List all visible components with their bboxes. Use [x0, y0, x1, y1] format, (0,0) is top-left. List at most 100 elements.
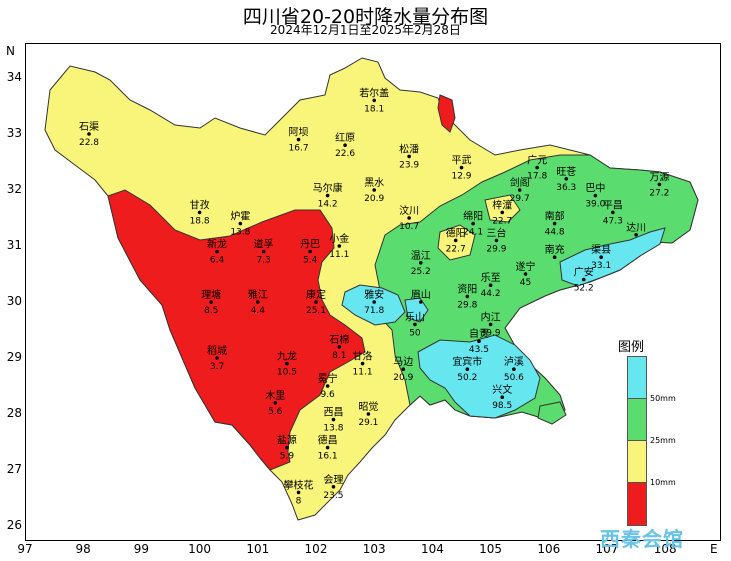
station: 松潘 23.9	[399, 142, 419, 170]
station: 自贡 43.5	[469, 327, 489, 355]
station: 遂宁 45	[516, 260, 536, 288]
station-value: 20.9	[393, 373, 413, 383]
station: 梓潼 22.7	[492, 198, 512, 226]
station-name: 会理	[323, 473, 343, 486]
station: 资阳 29.8	[457, 283, 477, 310]
station-dot	[465, 367, 470, 372]
lon-tick-label: 106	[537, 542, 561, 556]
lon-tick-label: 99	[133, 542, 150, 556]
station-value: 17.8	[527, 172, 547, 182]
station-value: 98.5	[492, 401, 512, 411]
station-dot	[418, 300, 423, 304]
station-name: 冕宁	[318, 372, 338, 385]
station: 九龙 10.5	[277, 350, 297, 378]
station: 红原 22.6	[335, 131, 355, 159]
station-dot	[494, 238, 499, 243]
station-dot	[564, 177, 569, 181]
station: 甘洛 11.1	[353, 350, 373, 378]
station-value: 5.4	[303, 256, 318, 266]
station: 石渠 22.8	[79, 121, 99, 148]
station: 冕宁 9.6	[318, 372, 338, 400]
station-value: 22.7	[492, 216, 512, 226]
station: 温江 25.2	[411, 250, 431, 277]
lat-tick-label: 28	[6, 406, 22, 420]
station-value: 39.9	[481, 328, 501, 338]
station-name: 红原	[335, 131, 355, 144]
station: 黑水 20.9	[364, 177, 384, 204]
station: 甘孜 18.8	[190, 198, 210, 226]
station: 炉霍 13.8	[230, 211, 250, 238]
station-value: 3.7	[210, 362, 224, 372]
station: 乐山 50	[405, 311, 425, 338]
station-name: 平昌	[603, 199, 623, 211]
station: 昭觉 29.1	[358, 401, 378, 428]
station-dot	[314, 300, 318, 304]
station-value: 22.7	[446, 244, 466, 254]
legend-label-25: 25mm	[650, 436, 676, 445]
station-name: 黑水	[364, 177, 384, 189]
station: 马尔康 14.2	[313, 182, 343, 210]
station-name: 炉霍	[230, 211, 250, 223]
station-value: 29.1	[358, 418, 378, 428]
station-value: 18.8	[190, 216, 210, 226]
lon-tick-label: 108	[653, 542, 677, 556]
station-dot	[360, 361, 365, 366]
station-dot	[285, 361, 289, 366]
station-name: 攀枝花	[284, 478, 314, 491]
station-value: 22.6	[335, 149, 355, 159]
station-dot	[634, 233, 638, 237]
station-name: 乐山	[405, 311, 425, 323]
station-value: 25.1	[306, 306, 326, 316]
region-green-southeast	[537, 401, 567, 425]
station-name: 汶川	[399, 204, 419, 217]
station-value: 24.1	[463, 228, 483, 238]
station-name: 丹巴	[300, 239, 320, 251]
station-value: 10.5	[277, 368, 297, 378]
station-value: 7.3	[256, 256, 270, 266]
station: 会理 23.5	[323, 473, 343, 501]
lon-tick-label: 103	[362, 542, 386, 556]
station-value: 22.8	[79, 138, 99, 148]
station-name: 德昌	[318, 434, 338, 447]
station: 乐至 44.2	[481, 272, 501, 299]
station-name: 道孚	[254, 238, 274, 251]
station-name: 广元	[527, 155, 547, 167]
station-value: 45	[520, 278, 531, 288]
station-name: 木里	[265, 390, 285, 402]
station-dot	[611, 210, 615, 215]
station: 三台 29.9	[486, 226, 506, 254]
station-name: 石渠	[79, 121, 99, 133]
station-name: 三台	[486, 226, 506, 239]
station-name: 九龙	[277, 350, 297, 363]
station-dot	[261, 249, 266, 254]
station: 达川	[626, 222, 646, 237]
station-value: 8.1	[332, 351, 346, 361]
station-dot	[477, 339, 481, 344]
station-value: 23.9	[399, 160, 419, 170]
station-dot	[413, 322, 417, 327]
lat-tick-label: 32	[6, 182, 22, 196]
station: 广安 52.2	[574, 266, 594, 294]
station-dot	[459, 165, 464, 170]
station-value: 6.4	[210, 256, 225, 266]
station-name: 温江	[411, 250, 431, 262]
station: 德阳 22.7	[446, 226, 466, 254]
east-label: E	[710, 542, 718, 556]
station-name: 马边	[393, 356, 413, 368]
station-dot	[535, 165, 539, 170]
station-name: 平武	[452, 154, 472, 167]
station-dot	[593, 193, 598, 198]
station-value: 9.6	[320, 390, 335, 400]
lon-tick-label: 105	[479, 542, 503, 556]
station-dot	[523, 272, 528, 276]
station-dot	[238, 221, 243, 226]
station-name: 剑阁	[510, 176, 530, 189]
map-subtitle: 2024年12月1日至2025年2月28日	[270, 23, 461, 37]
station-value: 43.5	[469, 345, 489, 355]
station: 剑阁 29.7	[510, 176, 530, 204]
station: 雅江 4.4	[248, 288, 268, 316]
station-value: 14.2	[318, 200, 338, 210]
station-dot	[372, 188, 377, 192]
lat-tick-label: 34	[6, 70, 22, 84]
station-dot	[296, 137, 301, 142]
